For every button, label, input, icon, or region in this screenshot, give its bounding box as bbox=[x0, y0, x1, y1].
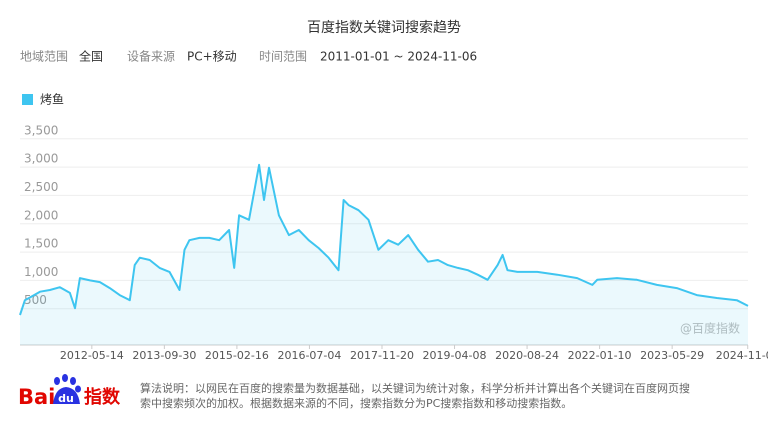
x-tick-label: 2017-11-20 bbox=[350, 349, 414, 362]
area-fill bbox=[20, 164, 748, 345]
x-tick-label: 2015-02-16 bbox=[205, 349, 269, 362]
x-tick-label: 2023-05-29 bbox=[640, 349, 704, 362]
y-tick-label: 1,000 bbox=[24, 265, 58, 279]
logo-text: du bbox=[58, 392, 74, 405]
logo-paw bbox=[53, 374, 81, 404]
y-tick-label: 1,500 bbox=[24, 237, 58, 251]
filter-label: 时间范围 bbox=[259, 50, 307, 64]
x-tick-label: 2024-11-04 bbox=[716, 349, 768, 362]
footer-note: 索中搜索频次的加权。根据数据来源的不同，搜索指数分为PC搜索指数和移动搜索指数。 bbox=[140, 396, 572, 410]
chart-title: 百度指数关键词搜索趋势 bbox=[307, 19, 461, 36]
filter-value: PC+移动 bbox=[187, 50, 237, 64]
y-tick-label: 2,000 bbox=[24, 208, 58, 222]
footer-note: 算法说明：以网民在百度的搜索量为数据基础，以关键词为统计对象，科学分析并计算出各… bbox=[140, 381, 690, 395]
x-tick-label: 2012-05-14 bbox=[60, 349, 124, 362]
x-tick-label: 2020-08-24 bbox=[495, 349, 559, 362]
x-tick-label: 2022-01-10 bbox=[568, 349, 632, 362]
filter-label: 地域范围 bbox=[20, 50, 68, 64]
x-tick-label: 2019-04-08 bbox=[423, 349, 487, 362]
filter-value: 2011-01-01 ~ 2024-11-06 bbox=[320, 50, 477, 64]
legend-label: 烤鱼 bbox=[40, 92, 64, 107]
y-tick-label: 2,500 bbox=[24, 180, 58, 194]
y-tick-label: 3,500 bbox=[24, 123, 58, 137]
filter-label: 设备来源 bbox=[127, 50, 175, 64]
filter-value: 全国 bbox=[79, 49, 103, 64]
legend-swatch bbox=[22, 94, 33, 105]
x-tick-label: 2016-07-04 bbox=[277, 349, 341, 362]
logo-text: Bai bbox=[18, 385, 55, 409]
logo-text: 指数 bbox=[84, 386, 121, 408]
y-tick-label: 3,000 bbox=[24, 152, 58, 166]
watermark: @百度指数 bbox=[680, 321, 740, 336]
x-tick-label: 2013-09-30 bbox=[132, 349, 196, 362]
line-series bbox=[19, 163, 749, 316]
